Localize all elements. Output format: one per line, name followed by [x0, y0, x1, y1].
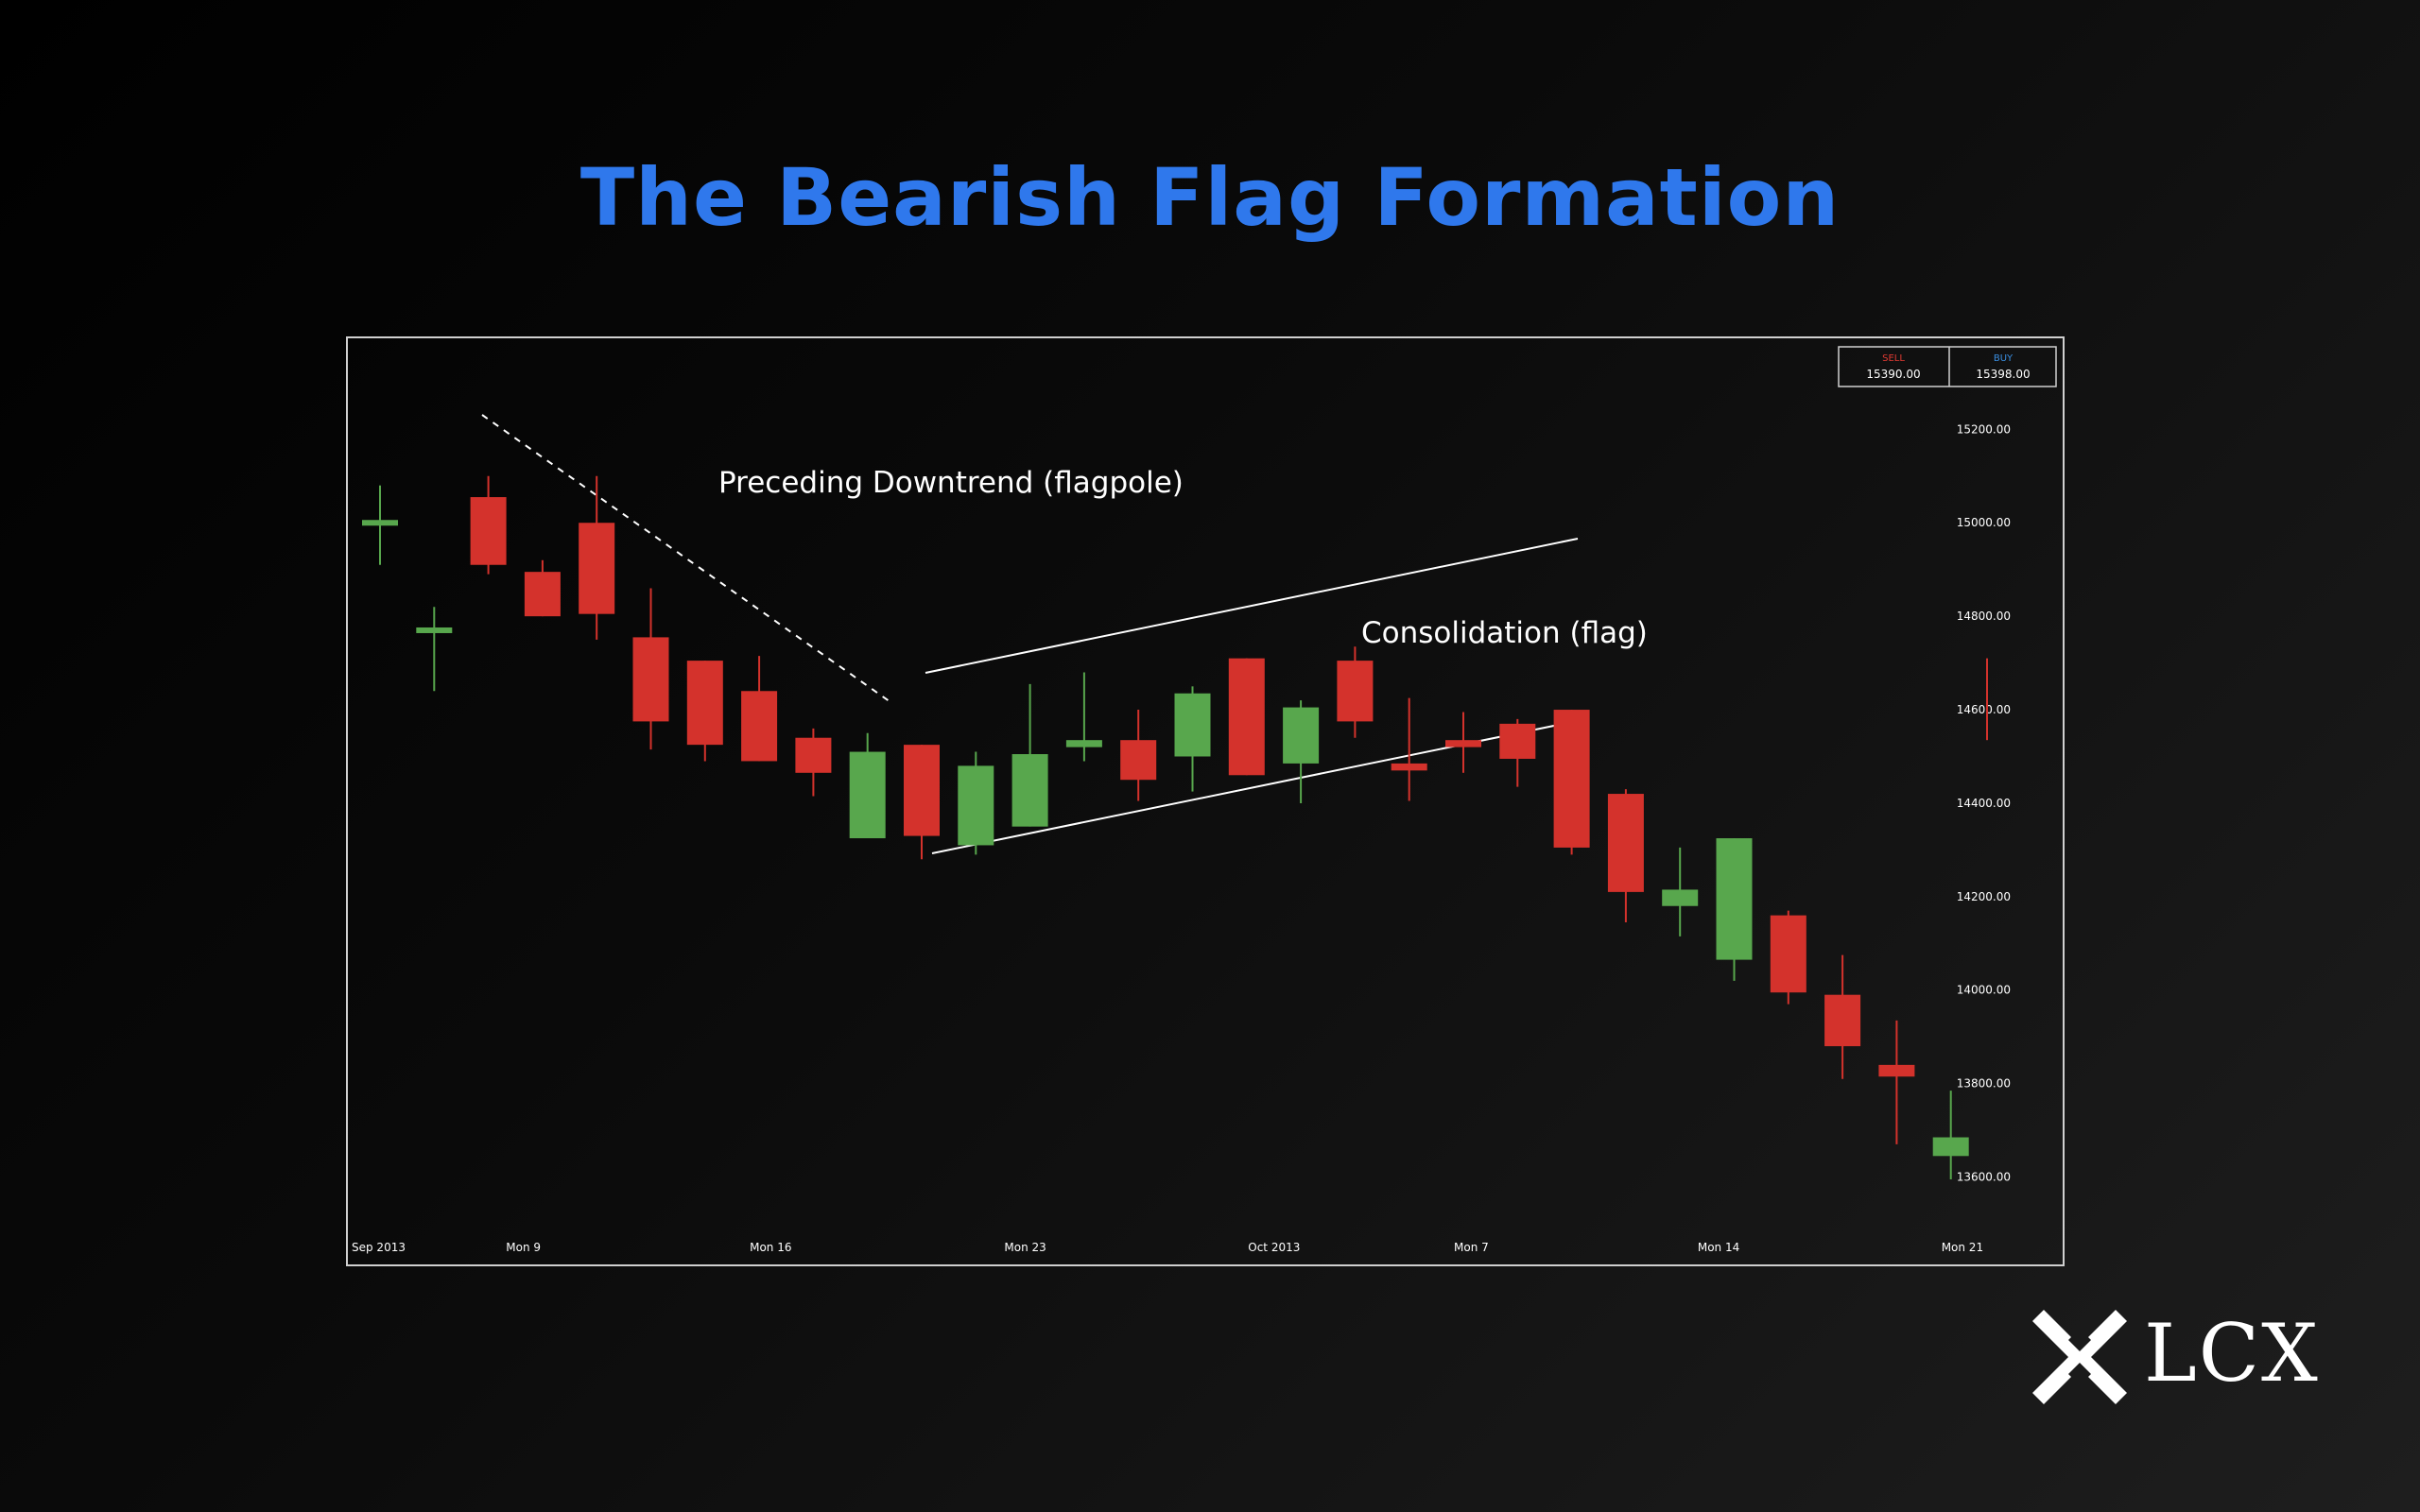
candle	[1337, 646, 1374, 738]
y-tick-label: 14800.00	[1957, 610, 2011, 623]
x-axis: Sep 2013 Mon 9 Mon 16 Mon 23 Oct 2013 Mon 7 Mo…	[352, 1241, 1983, 1254]
candle-body	[1878, 1064, 1915, 1077]
candle	[795, 728, 832, 797]
candle	[1228, 658, 1265, 776]
candle	[1283, 700, 1320, 803]
candle	[632, 588, 669, 750]
candle	[1824, 954, 1861, 1079]
candle	[958, 751, 994, 855]
candle-body	[1445, 740, 1481, 747]
x-tick-label: Mon 7	[1454, 1241, 1489, 1254]
candle-body	[795, 737, 832, 773]
x-tick-label: Oct 2013	[1248, 1241, 1300, 1254]
flagpole-annotation: Preceding Downtrend (flagpole)	[718, 466, 1184, 500]
x-tick-label: Mon 23	[1004, 1241, 1046, 1254]
x-tick-label: Sep 2013	[352, 1241, 406, 1254]
candle-body	[362, 520, 398, 526]
candle-body	[632, 637, 669, 722]
candle	[416, 607, 453, 692]
y-tick-label: 15200.00	[1957, 422, 2011, 436]
candle	[686, 661, 723, 762]
candle-body	[1065, 740, 1102, 747]
candle-body	[904, 745, 940, 836]
y-tick-label: 14200.00	[1957, 890, 2011, 903]
sell-value: 15390.00	[1866, 368, 1920, 381]
chart-panel: SELL 15390.00 BUY 15398.00 15200.00 15000…	[345, 335, 2066, 1267]
flag-annotation: Consolidation (flag)	[1361, 616, 1648, 650]
candle	[524, 559, 561, 617]
y-tick-label: 14400.00	[1957, 797, 2011, 810]
candle-body	[1662, 889, 1699, 906]
y-tick-label: 15000.00	[1957, 516, 2011, 529]
candle-body	[524, 572, 561, 617]
quote-box[interactable]: SELL 15390.00 BUY 15398.00	[1838, 346, 2057, 387]
candle-body	[579, 523, 615, 614]
candle-body	[416, 627, 453, 633]
candle	[1499, 718, 1536, 787]
y-tick-label: 13600.00	[1957, 1171, 2011, 1184]
candle-body	[1391, 763, 1427, 771]
logo-text: LCX	[2144, 1307, 2320, 1400]
candles-group	[362, 475, 1988, 1180]
candle-body	[958, 765, 994, 846]
candle-body	[1011, 754, 1048, 827]
candlestick-chart: SELL 15390.00 BUY 15398.00 15200.00 15000…	[346, 336, 2065, 1266]
candle	[849, 732, 886, 839]
y-tick-label: 13800.00	[1957, 1077, 2011, 1091]
candle-body	[1770, 915, 1806, 993]
x-tick-label: Mon 16	[750, 1241, 791, 1254]
candle-body	[1174, 693, 1211, 757]
candle-body	[1824, 994, 1861, 1047]
candle	[1662, 847, 1699, 936]
buy-label: BUY	[1994, 353, 2014, 364]
candle	[1932, 1091, 1969, 1180]
candle-body	[1716, 838, 1753, 960]
y-tick-label: 14600.00	[1957, 703, 2011, 716]
buy-value: 15398.00	[1976, 368, 2030, 381]
candle-body	[1499, 723, 1536, 759]
flagpole-trend-line	[481, 414, 894, 705]
candle-body	[1228, 658, 1265, 776]
candle-body	[1553, 710, 1590, 848]
sell-label: SELL	[1882, 353, 1905, 364]
candle	[1011, 683, 1048, 827]
candle-body	[1283, 707, 1320, 764]
candle	[1553, 710, 1590, 855]
candle-body	[1932, 1137, 1969, 1157]
candle	[1716, 838, 1753, 981]
candle-body	[849, 751, 886, 839]
candle-body	[686, 661, 723, 746]
candle-body	[741, 691, 778, 762]
x-tick-label: Mon 21	[1942, 1241, 1983, 1254]
candle	[1065, 672, 1102, 762]
candle	[1120, 710, 1157, 801]
candle-body	[1607, 794, 1644, 892]
candle	[1770, 910, 1806, 1005]
candle	[362, 485, 398, 565]
y-tick-label: 14000.00	[1957, 984, 2011, 997]
page-title: The Bearish Flag Formation	[579, 151, 1841, 244]
candle	[1607, 789, 1644, 923]
candle	[1174, 686, 1211, 792]
candle	[1878, 1020, 1915, 1144]
y-axis: 15200.00 15000.00 14800.00 14600.00 14400.00…	[1957, 422, 2011, 1183]
x-tick-label: Mon 9	[506, 1241, 541, 1254]
chart-frame	[346, 336, 2065, 1266]
candle-body	[470, 497, 507, 565]
x-tick-label: Mon 14	[1698, 1241, 1739, 1254]
lcx-x-mark-icon	[2032, 1310, 2127, 1404]
candle	[579, 475, 615, 640]
flag-upper-line	[925, 538, 1579, 674]
candle	[741, 656, 778, 762]
candle-body	[1337, 661, 1374, 722]
candle	[904, 745, 940, 860]
candle	[1391, 697, 1427, 801]
candle	[470, 475, 507, 575]
candle	[1445, 712, 1481, 773]
candle-body	[1120, 740, 1157, 781]
